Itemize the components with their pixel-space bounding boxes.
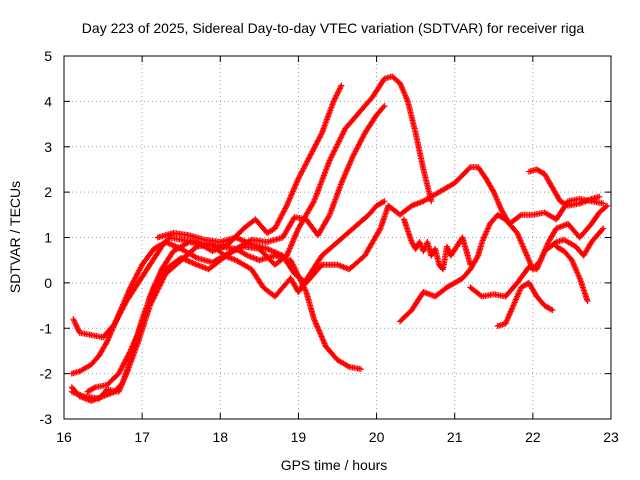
x-tick-label: 18 [212,429,228,445]
x-tick-label: 19 [291,429,307,445]
series-sat-k [553,243,591,305]
data-point [600,225,607,232]
y-tick-label: 1 [44,230,52,246]
data-point [584,298,591,305]
data-point [103,340,110,347]
data-point [428,198,435,205]
y-tick-label: -2 [40,366,53,382]
series-sat-l [400,216,474,273]
data-point [338,82,345,89]
x-tick-label: 16 [56,429,72,445]
y-tick-label: -1 [40,320,53,336]
y-tick-label: 4 [44,93,52,109]
y-axis-label: SDTVAR / TECUs [7,181,23,293]
series-sat-j [525,166,603,209]
y-tick-label: 3 [44,139,52,155]
data-point [376,226,383,233]
data-point [548,306,555,313]
series-sat-d [68,198,388,402]
data-point [102,387,109,394]
series-sat-c [68,102,388,404]
series-sat-a [70,82,345,341]
x-tick-label: 20 [369,429,385,445]
grid [64,56,611,419]
data-point [380,198,387,205]
data-point [599,226,606,233]
x-tick-label: 21 [447,429,463,445]
data-point [380,104,387,111]
x-tick-label: 17 [134,429,150,445]
series-sat-h [494,279,556,329]
x-tick-label: 22 [525,429,541,445]
y-tick-label: 5 [44,48,52,64]
series-sat-g [397,202,611,325]
data-point [381,198,388,205]
data-point [602,203,609,210]
data-point [467,261,474,268]
chart-title: Day 223 of 2025, Sidereal Day-to-day VTE… [82,20,585,36]
data-point [310,199,317,206]
data-point [516,212,523,219]
series-sat-f [154,164,607,286]
data-point [549,307,556,314]
data-point [600,200,607,207]
y-tick-label: -3 [40,411,53,427]
data-point [90,384,97,391]
data-point [381,102,388,109]
data-point [596,193,603,200]
y-tick-label: 0 [44,275,52,291]
data-point [357,366,364,373]
x-axis-label: GPS time / hours [281,457,388,473]
data-point [474,254,481,261]
series-sat-b [68,73,435,377]
data-point [466,165,473,172]
y-tick-label: 2 [44,184,52,200]
data-points [68,73,611,404]
data-point [325,213,332,220]
data-point [317,262,324,269]
plot-frame [63,55,612,420]
x-tick-label: 23 [603,429,619,445]
data-point [604,202,611,209]
series-sat-i [467,225,607,300]
